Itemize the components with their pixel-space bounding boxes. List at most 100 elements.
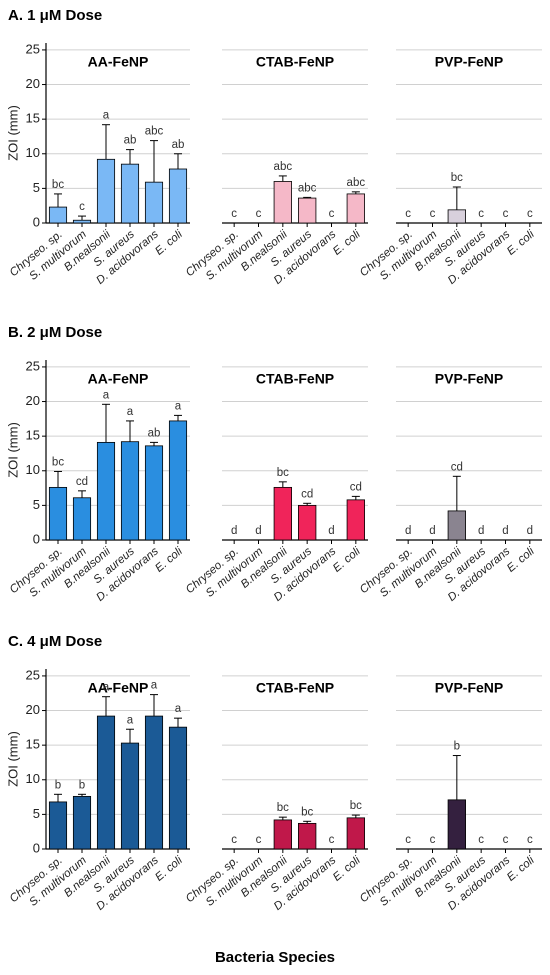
bar — [273, 181, 292, 224]
panel-title: CTAB-FeNP — [256, 371, 334, 387]
significance-label: c — [478, 208, 484, 220]
bar — [144, 715, 164, 850]
bar — [346, 817, 365, 850]
significance-label: bc — [52, 179, 64, 191]
y-tick-label: 0 — [33, 531, 40, 546]
significance-label: bc — [451, 172, 463, 184]
bar — [273, 486, 292, 541]
x-tick-label: E. coli — [505, 854, 537, 884]
bar — [72, 219, 92, 224]
significance-label: d — [429, 525, 435, 537]
bar — [120, 163, 140, 224]
bar — [96, 158, 116, 224]
significance-label: abc — [274, 161, 293, 173]
significance-label: c — [430, 208, 436, 220]
y-tick-label: 25 — [26, 667, 40, 682]
row-title: A. 1 μM Dose — [8, 7, 102, 24]
bar — [48, 486, 68, 541]
bar — [48, 801, 68, 850]
significance-label: c — [405, 834, 411, 846]
panel-title: PVP-FeNP — [435, 54, 503, 70]
significance-label: c — [405, 208, 411, 220]
panel-title: PVP-FeNP — [435, 371, 503, 387]
significance-label: a — [151, 680, 158, 692]
bar — [168, 168, 188, 224]
panel-title: PVP-FeNP — [435, 680, 503, 696]
panel-title: AA-FeNP — [88, 680, 149, 696]
y-axis-label: ZOI (mm) — [5, 731, 20, 787]
y-tick-label: 5 — [33, 806, 40, 821]
significance-label: bc — [350, 800, 362, 812]
y-tick-label: 10 — [26, 145, 40, 160]
significance-label: bc — [301, 806, 313, 818]
bar — [168, 726, 188, 850]
significance-label: cd — [76, 476, 88, 488]
significance-label: d — [527, 525, 533, 537]
y-tick-label: 15 — [26, 737, 40, 752]
bar — [298, 822, 317, 850]
significance-label: d — [328, 525, 334, 537]
y-tick-label: 25 — [26, 41, 40, 56]
significance-label: ab — [124, 135, 137, 147]
bar — [48, 206, 68, 224]
y-tick-label: 10 — [26, 771, 40, 786]
significance-label: c — [430, 834, 436, 846]
significance-label: ab — [148, 427, 161, 439]
significance-label: c — [256, 834, 262, 846]
significance-label: a — [127, 406, 134, 418]
bar — [72, 795, 92, 850]
significance-label: d — [231, 525, 237, 537]
bar — [298, 197, 317, 224]
significance-label: c — [231, 834, 237, 846]
bar — [120, 441, 140, 541]
significance-label: a — [175, 400, 182, 412]
significance-label: d — [478, 525, 484, 537]
x-tick-label: E. coli — [331, 545, 363, 575]
row-title: C. 4 μM Dose — [8, 633, 102, 650]
bar — [96, 715, 116, 850]
significance-label: b — [79, 779, 85, 791]
significance-label: c — [329, 208, 335, 220]
bar — [346, 193, 365, 224]
significance-label: abc — [145, 126, 164, 138]
panel-title: AA-FeNP — [88, 371, 149, 387]
panel-title: CTAB-FeNP — [256, 54, 334, 70]
row-title: B. 2 μM Dose — [8, 324, 102, 341]
significance-label: cd — [350, 481, 362, 493]
significance-label: bc — [277, 467, 289, 479]
y-tick-label: 20 — [26, 702, 40, 717]
panel-title: CTAB-FeNP — [256, 680, 334, 696]
significance-label: c — [256, 208, 262, 220]
y-tick-label: 20 — [26, 393, 40, 408]
x-tick-label: E. coli — [153, 545, 185, 575]
y-tick-label: 5 — [33, 180, 40, 195]
significance-label: d — [255, 525, 261, 537]
y-tick-label: 0 — [33, 214, 40, 229]
x-axis-label: Bacteria Species — [215, 949, 335, 966]
x-tick-label: E. coli — [505, 228, 537, 258]
significance-label: c — [527, 208, 533, 220]
x-tick-label: E. coli — [153, 854, 185, 884]
significance-label: a — [175, 703, 182, 715]
y-tick-label: 5 — [33, 497, 40, 512]
bar — [168, 420, 188, 541]
significance-label: c — [503, 834, 509, 846]
x-tick-label: E. coli — [331, 854, 363, 884]
significance-label: c — [478, 834, 484, 846]
significance-label: bc — [277, 802, 289, 814]
bar — [273, 819, 292, 850]
significance-label: cd — [301, 488, 313, 500]
panel-title: AA-FeNP — [88, 54, 149, 70]
significance-label: abc — [347, 177, 366, 189]
significance-label: c — [329, 834, 335, 846]
bar — [144, 181, 164, 224]
bar — [346, 499, 365, 541]
bar — [447, 510, 466, 541]
significance-label: cd — [451, 461, 463, 473]
significance-label: b — [55, 779, 61, 791]
bar — [144, 445, 164, 541]
bar — [96, 441, 116, 541]
y-tick-label: 20 — [26, 76, 40, 91]
